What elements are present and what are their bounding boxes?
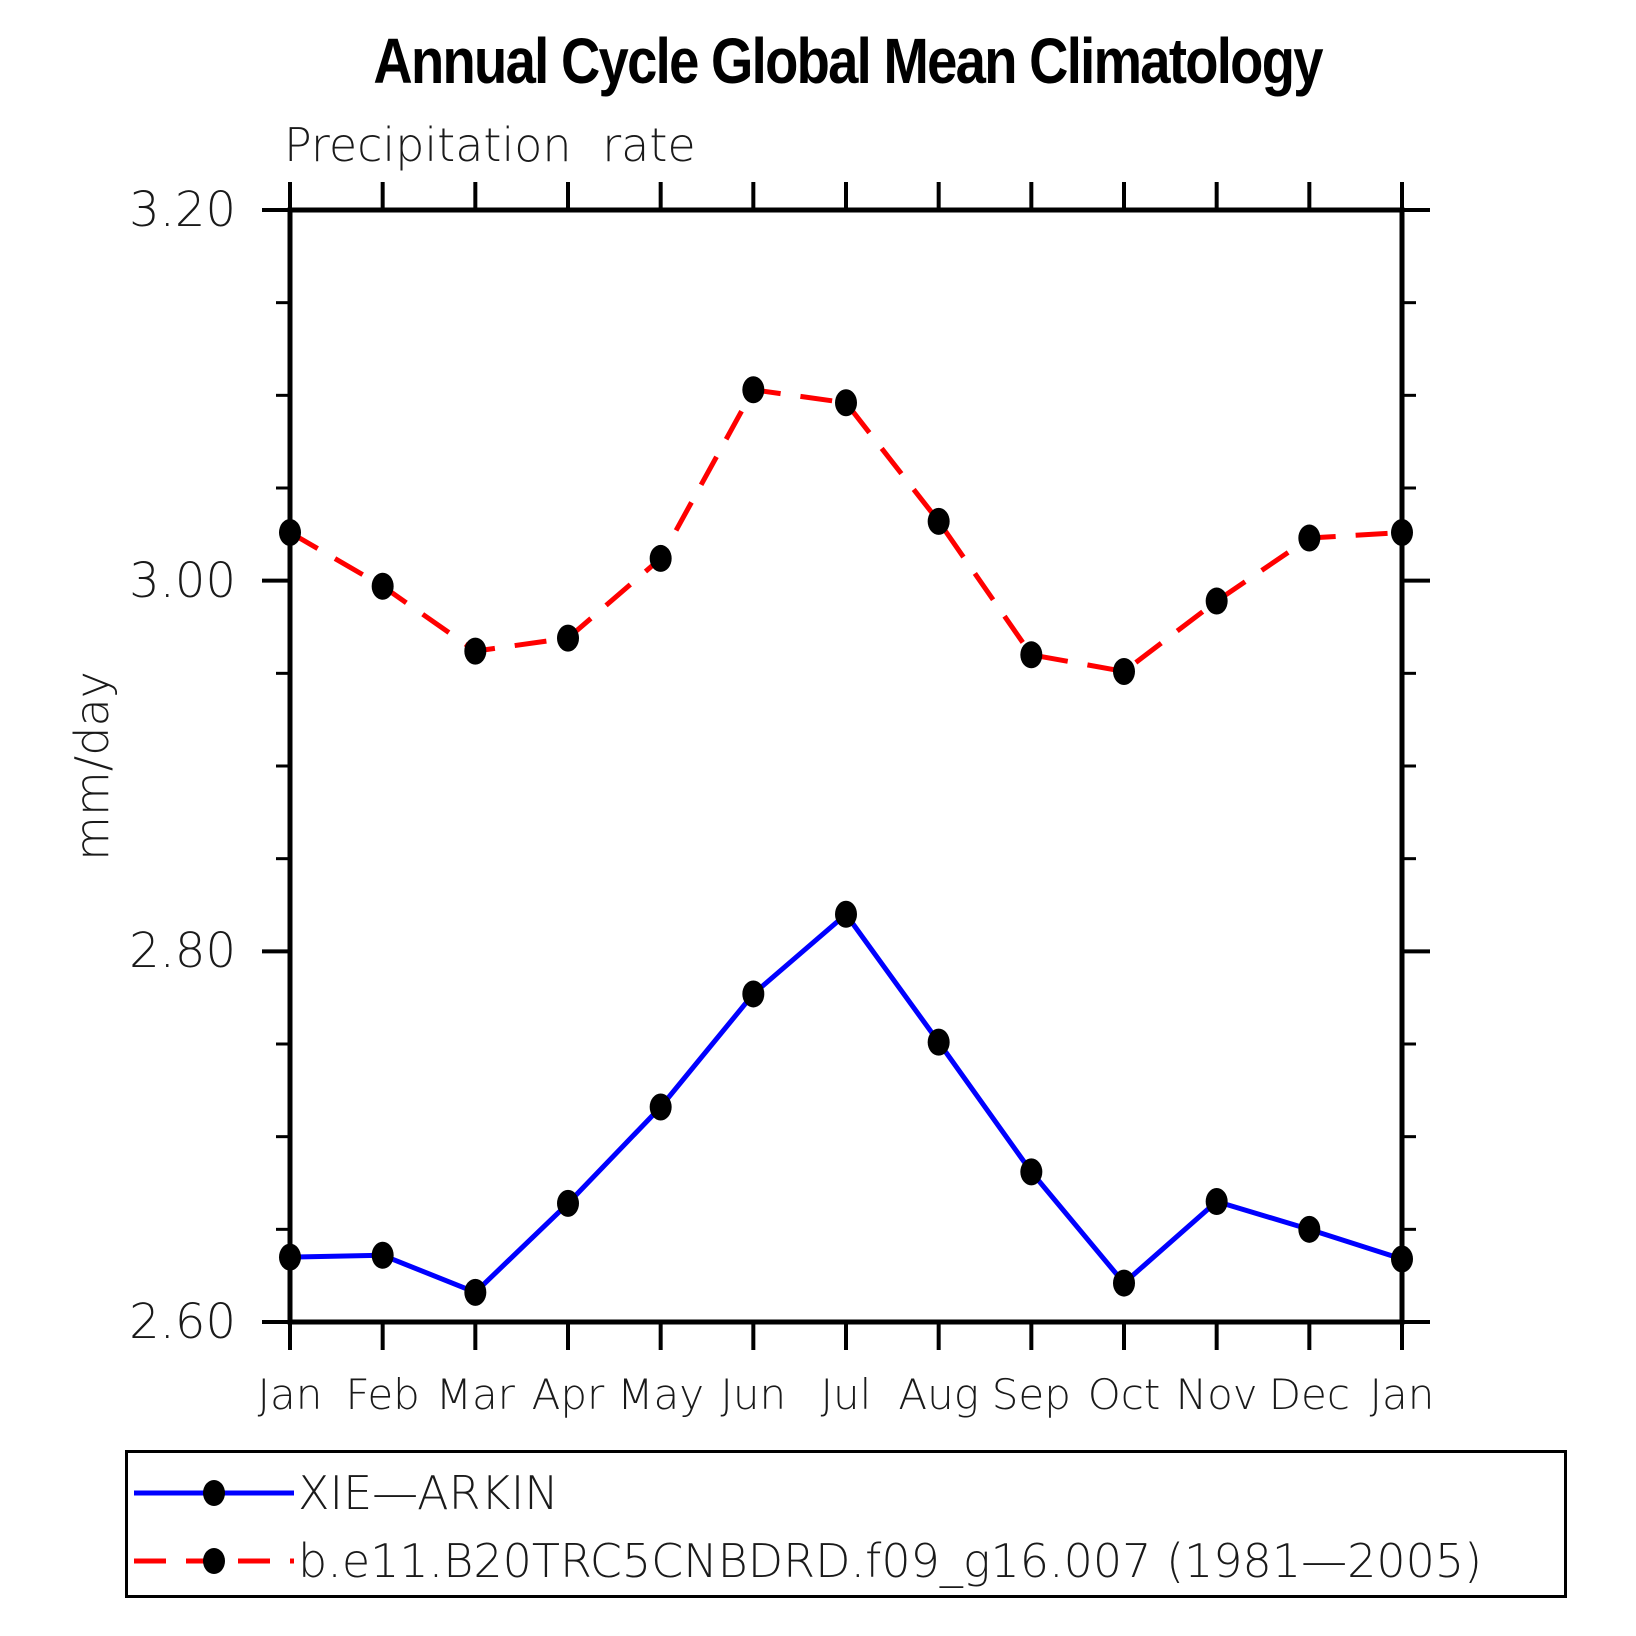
chart-subtitle: Precipitation rate [284, 118, 696, 172]
x-tick-label: Jun [720, 1370, 787, 1419]
data-point-marker [371, 1241, 394, 1269]
data-point-marker [1298, 524, 1321, 552]
x-tick-label: Feb [345, 1370, 420, 1419]
x-tick-label: Oct [1087, 1370, 1161, 1419]
data-point-marker [835, 389, 857, 417]
chart-title: Annual Cycle Global Mean Climatology [373, 25, 1323, 97]
x-tick-label: Jan [1369, 1370, 1435, 1419]
data-point-marker [1205, 1188, 1228, 1216]
legend-sample-marker [203, 1548, 225, 1574]
legend-item-model: b.e11.B20TRC5CNBDRD.f09_g16.007 (1981—20… [130, 1537, 1482, 1585]
y-tick-label: 3.00 [129, 552, 236, 609]
data-point-marker [557, 1189, 579, 1217]
x-tick-label: Jan [257, 1370, 323, 1419]
x-tick-label: Dec [1268, 1370, 1350, 1419]
x-tick-label: Nov [1175, 1370, 1258, 1419]
y-tick-label: 2.80 [129, 923, 236, 980]
data-point-marker [1020, 641, 1043, 669]
x-tick-label: Mar [435, 1370, 515, 1419]
data-point-marker [557, 624, 579, 652]
data-point-marker [279, 1243, 301, 1271]
axis-frame [287, 207, 1405, 1325]
data-point-marker [927, 1028, 950, 1056]
legend-item-obs: XIE—ARKIN [130, 1469, 559, 1517]
x-tick-label: Sep [991, 1370, 1071, 1419]
data-point-marker [742, 376, 765, 404]
series-line-1 [288, 387, 1403, 674]
data-point-marker [464, 637, 487, 665]
x-tick-label: Apr [531, 1370, 605, 1419]
data-point-marker [649, 1093, 672, 1121]
data-point-marker [1113, 657, 1135, 685]
data-point-marker [1205, 587, 1228, 615]
data-point-marker [927, 507, 950, 535]
series-line-0 [289, 911, 1403, 1295]
legend-sample-marker [203, 1480, 225, 1506]
data-point-marker [835, 900, 857, 928]
data-point-marker [1113, 1269, 1135, 1297]
legend-label-model: b.e11.B20TRC5CNBDRD.f09_g16.007 (1981—20… [298, 1534, 1483, 1588]
x-tick-label: Aug [898, 1370, 979, 1419]
data-point-marker [1391, 518, 1413, 546]
data-point-marker [1020, 1158, 1043, 1186]
legend-line-sample-model [134, 1548, 294, 1574]
x-tick-label: May [617, 1370, 705, 1419]
legend-label-obs: XIE—ARKIN [298, 1466, 559, 1520]
data-point-marker [742, 980, 765, 1008]
x-tick-label: Jul [820, 1370, 872, 1419]
legend: XIE—ARKIN b.e11.B20TRC5CNBDRD.f09_g16.00… [125, 1450, 1567, 1598]
data-point-marker [279, 518, 301, 546]
data-point-marker [1298, 1215, 1321, 1243]
data-point-marker [371, 572, 394, 600]
y-tick-label: 3.20 [129, 182, 236, 238]
legend-line-sample-obs [134, 1480, 294, 1506]
data-point-marker [1391, 1245, 1413, 1273]
data-point-marker [464, 1278, 487, 1306]
data-point-marker [649, 544, 672, 572]
y-tick-label: 2.60 [129, 1294, 236, 1350]
